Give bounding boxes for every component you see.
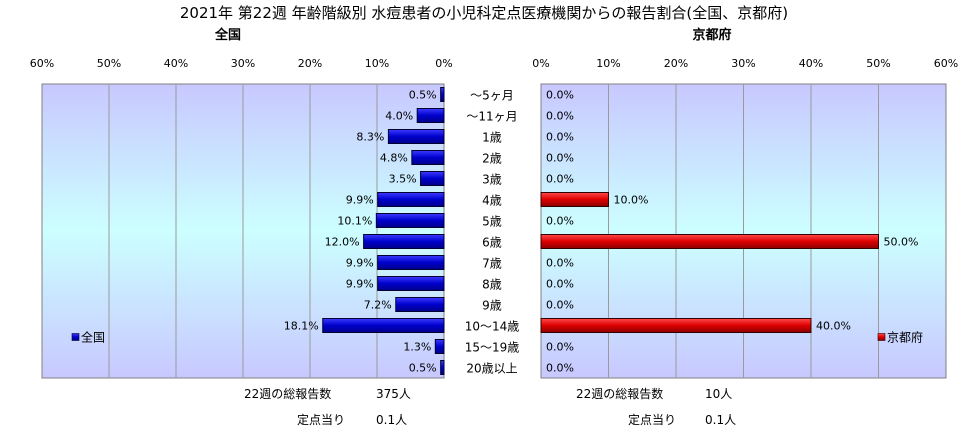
left-tick-label: 30% [231,57,255,70]
left-data-label: 4.8% [380,152,408,165]
right-bar [540,234,879,249]
category-label: 6歳 [482,236,502,250]
left-legend-swatch [71,333,80,341]
category-label: 8歳 [482,278,502,292]
category-label: 20歳以上 [466,362,517,376]
left-data-label: 4.0% [385,110,413,123]
right-tick-label: 0% [532,57,549,70]
category-label: 15〜19歳 [465,341,520,355]
right-panel-title: 京都府 [692,27,731,43]
left-bar [416,108,445,123]
right-data-label: 50.0% [884,236,919,249]
right-data-label: 0.0% [546,362,574,375]
right-data-label: 0.0% [546,299,574,312]
right-data-label: 0.0% [546,341,574,354]
left-data-label: 0.5% [409,362,437,375]
left-data-label: 18.1% [284,320,319,333]
left-bar [363,234,445,249]
right-tick-label: 60% [934,57,958,70]
right-data-label: 0.0% [546,152,574,165]
category-label: 〜5ヶ月 [470,89,514,103]
right-data-label: 0.0% [546,278,574,291]
left-data-label: 8.3% [356,131,384,144]
left-total-value: 375人 [376,387,411,401]
right-total-value: 10人 [705,387,732,401]
left-data-label: 1.3% [403,341,431,354]
category-label: 3歳 [482,173,502,187]
right-tick-label: 10% [596,57,620,70]
category-label: 7歳 [482,257,502,271]
right-data-label: 0.0% [546,110,574,123]
left-tick-label: 50% [97,57,121,70]
left-per-site-label: 定点当り [297,412,345,427]
left-bar [434,339,445,354]
right-legend-label: 京都府 [887,330,923,345]
right-per-site-label: 定点当り [628,412,676,427]
chart-title: 2021年 第22週 年齢階級別 水痘患者の小児科定点医療機関からの報告割合(全… [180,4,788,22]
right-tick-label: 20% [664,57,688,70]
right-data-label: 0.0% [546,257,574,270]
category-label: 〜11ヶ月 [466,110,517,124]
left-tick-label: 40% [164,57,188,70]
left-tick-label: 20% [298,57,322,70]
right-bar [540,318,812,333]
right-data-label: 0.0% [546,215,574,228]
left-bar [440,360,445,375]
left-bar [377,192,445,207]
left-bar [420,171,445,186]
right-data-label: 40.0% [816,320,851,333]
left-bar [322,318,445,333]
right-data-label: 10.0% [614,194,649,207]
category-label: 5歳 [482,215,502,229]
left-data-label: 0.5% [409,89,437,102]
left-data-label: 9.9% [346,257,374,270]
right-legend-swatch [877,333,886,341]
left-bar [440,87,445,102]
category-label: 9歳 [482,299,502,313]
right-tick-label: 30% [731,57,755,70]
left-legend-label: 全国 [81,330,105,345]
category-label: 1歳 [482,131,502,145]
footer-stats: 22週の総報告数 375人 定点当り 0.1人 22週の総報告数 10人 定点当… [244,386,736,427]
right-data-label: 0.0% [546,173,574,186]
right-panel: 0% 10% 20% 30% 40% 50% 60% 0.0% 0.0% 0.0% 0.0% 0.0%… [532,57,958,379]
left-bar [377,276,445,291]
left-tick-label: 60% [30,57,54,70]
left-bar [411,150,445,165]
right-data-label: 0.0% [546,131,574,144]
category-label: 10〜14歳 [465,320,520,334]
left-tick-label: 10% [365,57,389,70]
right-tick-label: 50% [866,57,890,70]
left-total-label: 22週の総報告数 [244,386,331,401]
category-labels: 〜5ヶ月〜11ヶ月 1歳 2歳 3歳 4歳 5歳 6歳 7歳 8歳 9歳 10〜14歳 15〜19歳 2… [465,89,520,376]
right-data-label: 0.0% [546,89,574,102]
left-panel: 0% 10% 20% 30% 40% 50% 60% 0.5% 4.0%8.3% 4.8% 3.5%… [30,57,453,379]
left-bar [375,213,445,228]
category-label: 4歳 [482,194,502,208]
right-per-site-value: 0.1人 [705,413,736,427]
right-total-label: 22週の総報告数 [576,386,663,401]
left-bar [395,297,445,312]
left-data-label: 9.9% [346,194,374,207]
left-data-label: 12.0% [325,236,360,249]
left-data-label: 9.9% [346,278,374,291]
left-bar [377,255,445,270]
left-data-label: 7.2% [364,299,392,312]
left-tick-label: 0% [435,57,452,70]
left-data-label: 3.5% [389,173,417,186]
category-label: 2歳 [482,152,502,166]
left-bar [387,129,445,144]
left-panel-title: 全国 [214,27,241,43]
left-per-site-value: 0.1人 [376,413,407,427]
left-data-label: 10.1% [337,215,372,228]
right-tick-label: 40% [799,57,823,70]
right-bar [540,192,609,207]
